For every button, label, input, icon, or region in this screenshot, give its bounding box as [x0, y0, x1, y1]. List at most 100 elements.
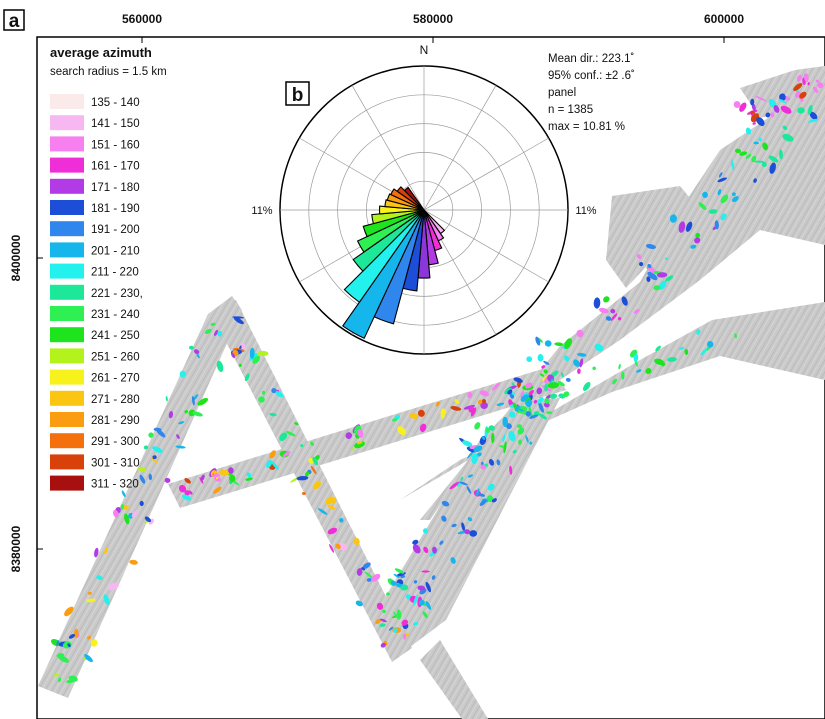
legend-subtitle: search radius = 1.5 km [50, 66, 167, 78]
azimuth-patch [425, 581, 432, 593]
azimuth-patch [667, 357, 677, 362]
azimuth-patch [370, 573, 381, 582]
azimuth-patch [213, 329, 219, 336]
azimuth-patch [144, 516, 152, 523]
azimuth-patch [233, 317, 244, 325]
azimuth-patch [317, 508, 328, 515]
azimuth-patch [178, 421, 185, 425]
azimuth-patch [538, 413, 547, 420]
azimuth-patch [213, 486, 222, 494]
legend-label: 141 - 150 [91, 118, 140, 130]
azimuth-patch [752, 122, 756, 125]
azimuth-patch [148, 432, 154, 438]
azimuth-patch [282, 451, 291, 458]
azimuth-patch [112, 509, 119, 518]
azimuth-patch [96, 575, 103, 580]
azimuth-patch [329, 544, 335, 553]
azimuth-patch [471, 453, 478, 464]
azimuth-patch [564, 355, 570, 362]
azimuth-patch [435, 401, 440, 407]
azimuth-patch [520, 391, 524, 399]
azimuth-patch [400, 584, 409, 591]
azimuth-patch [702, 191, 708, 198]
azimuth-patch [441, 408, 447, 414]
azimuth-patch [191, 396, 195, 406]
azimuth-patch [528, 389, 534, 396]
azimuth-patch [335, 543, 341, 549]
legend-swatch [50, 221, 84, 237]
azimuth-patch [380, 642, 386, 648]
azimuth-patch [717, 177, 727, 183]
azimuth-patch [517, 427, 525, 435]
azimuth-patch [487, 483, 495, 491]
legend-label: 151 - 160 [91, 139, 140, 151]
azimuth-patch [734, 148, 742, 154]
azimuth-patch [549, 393, 558, 399]
azimuth-patch [598, 307, 609, 314]
legend-label: 261 - 270 [91, 373, 140, 385]
azimuth-patch [778, 98, 787, 104]
azimuth-patch [68, 634, 76, 639]
azimuth-patch [217, 477, 221, 482]
x-tick-marks [141, 37, 725, 43]
x-tick-label: 600000 [704, 12, 744, 26]
azimuth-patch [296, 475, 309, 481]
azimuth-patch [271, 388, 277, 394]
azimuth-patch [508, 430, 516, 442]
azimuth-patch [698, 202, 707, 210]
azimuth-patch [473, 445, 483, 453]
legend-swatch [50, 94, 84, 109]
azimuth-patch [537, 354, 544, 362]
azimuth-patch [364, 571, 374, 579]
azimuth-patch [279, 432, 288, 442]
rose-petal [362, 209, 425, 238]
azimuth-patch [325, 496, 334, 505]
azimuth-patch [450, 557, 456, 564]
azimuth-patch [654, 358, 665, 365]
azimuth-patch [462, 440, 473, 447]
azimuth-patch [390, 580, 397, 586]
rose-petal [378, 205, 425, 215]
azimuth-patch [537, 397, 544, 404]
azimuth-patch [152, 446, 163, 453]
azimuth-patch [546, 411, 553, 415]
rose-petal [396, 186, 425, 211]
azimuth-patch [563, 391, 570, 398]
azimuth-patch [218, 469, 230, 476]
azimuth-patch [397, 426, 406, 436]
azimuth-patch [782, 125, 788, 130]
azimuth-patch [121, 490, 126, 498]
azimuth-patch [304, 471, 310, 477]
rose-diagram: N 11% 11% [251, 43, 597, 355]
azimuth-patch [647, 271, 658, 281]
azimuth-patch [529, 441, 533, 445]
legend-items: 135 - 140 141 - 150 151 - 160 161 - 170 171 … [50, 94, 143, 491]
azimuth-patch [579, 358, 584, 368]
azimuth-patch [184, 490, 190, 496]
azimuth-patch [327, 527, 338, 535]
azimuth-patch [451, 523, 457, 528]
azimuth-patch [502, 416, 508, 428]
azimuth-patch [388, 626, 394, 631]
azimuth-patch [431, 575, 436, 580]
legend-swatch [50, 412, 84, 427]
azimuth-patch [486, 495, 494, 502]
stat-count: n = 1385 [548, 104, 593, 116]
azimuth-patch [228, 467, 234, 474]
azimuth-patch [357, 428, 364, 438]
azimuth-patch [807, 104, 813, 115]
azimuth-patch [403, 633, 407, 640]
azimuth-patch [271, 460, 279, 470]
azimuth-patch [188, 409, 196, 417]
rose-petal [403, 186, 425, 211]
azimuth-patch [184, 478, 191, 484]
swath-track [420, 640, 488, 719]
legend-swatch [50, 433, 84, 449]
azimuth-patch [803, 73, 809, 83]
azimuth-patch [529, 414, 539, 419]
azimuth-patch [238, 363, 242, 367]
azimuth-patch [509, 465, 513, 475]
azimuth-patch [753, 178, 757, 183]
azimuth-patch [245, 477, 253, 481]
azimuth-patch [56, 653, 65, 658]
